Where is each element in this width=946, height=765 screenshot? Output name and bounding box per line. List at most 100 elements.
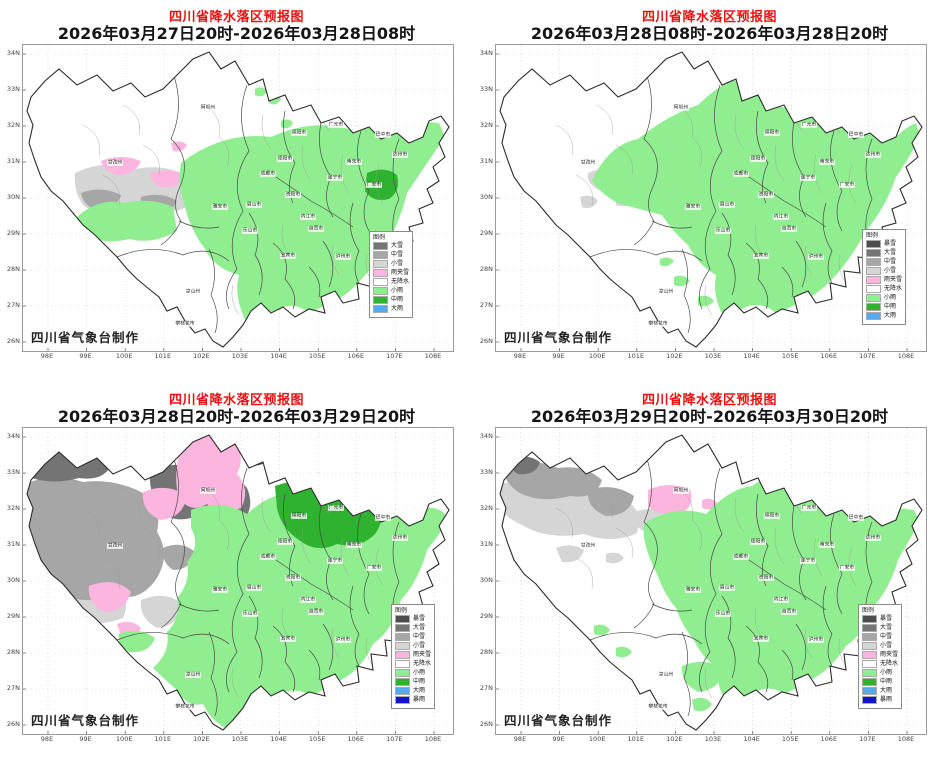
x-axis-label: 108E (424, 352, 442, 360)
city-label: 德阳市 (749, 538, 767, 545)
county-border (555, 507, 573, 539)
legend-swatch (862, 696, 877, 705)
legend-swatch (373, 242, 388, 251)
legend-label: 小雪 (884, 267, 897, 275)
legend-swatch (866, 294, 881, 303)
city-label: 成都市 (259, 170, 277, 177)
y-axis-label: 33N (479, 468, 493, 476)
prefecture-border (745, 242, 769, 310)
legend-label: 暴雨 (413, 696, 426, 704)
legend-label: 暴雨 (880, 696, 893, 704)
prefecture-border (651, 603, 693, 612)
county-border (704, 667, 713, 699)
prefecture-border (651, 220, 693, 229)
panel-title: 四川省降水落区预报图 (641, 10, 777, 25)
legend-item: 暴雨 (862, 696, 898, 705)
city-label: 遂宁市 (799, 174, 817, 181)
county-border (331, 244, 340, 276)
legend-item: 雨夹雪 (866, 276, 902, 285)
city-label: 南充市 (818, 541, 836, 548)
legend-swatch (395, 687, 410, 696)
county-border (122, 104, 140, 136)
legend-item: 雨夹雪 (395, 651, 431, 660)
precip-region-雨夹雪 (648, 485, 760, 576)
city-label: 广安市 (838, 564, 856, 571)
city-label: 甘孜州 (106, 542, 124, 549)
legend-label: 小雨 (884, 294, 897, 302)
city-label: 眉山市 (718, 584, 736, 591)
legend-item: 小雪 (862, 642, 898, 651)
prefecture-border (226, 467, 250, 693)
legend-item: 大雪 (395, 624, 431, 633)
county-border (102, 174, 120, 206)
prefecture-border (178, 220, 220, 229)
prefecture-border (160, 455, 185, 629)
prefecture-border (248, 595, 263, 679)
city-label: 南充市 (345, 541, 363, 548)
legend-label: 小雨 (391, 287, 404, 295)
y-axis-label: 34N (6, 432, 20, 440)
city-label: 乐山市 (714, 227, 732, 234)
legend-swatch (395, 669, 410, 678)
city-label: 泸州市 (807, 253, 825, 260)
city-label: 阿坝州 (672, 104, 690, 111)
legend-item: 大雨 (395, 687, 431, 696)
legend-swatch (862, 633, 877, 642)
city-label: 阿坝州 (199, 104, 217, 111)
legend-item: 大雪 (866, 249, 902, 258)
city-label: 甘孜州 (106, 159, 124, 166)
legend-item: 小雪 (866, 267, 902, 276)
x-axis-label: 105E (308, 352, 326, 360)
county-border (261, 114, 272, 150)
y-axis-label: 30N (479, 576, 493, 584)
legend-item: 小雨 (866, 294, 902, 303)
legend-item: 中雪 (373, 251, 409, 260)
prefecture-border (633, 455, 658, 629)
legend-item: 雨夹雪 (373, 269, 410, 278)
city-label: 达州市 (391, 151, 409, 158)
city-label: 乐山市 (714, 610, 732, 617)
y-axis-label: 33N (6, 468, 20, 476)
prefecture-border (589, 249, 703, 262)
county-border (774, 144, 785, 182)
x-axis-label: 104E (743, 352, 760, 360)
map-legend: 图例 暴雪 大雪 中雪 小雪 雨夹雪 无降水 小雨 中雨 大雨 暴雨 (391, 604, 436, 710)
prefecture-border (822, 585, 833, 667)
city-label: 阿坝州 (672, 487, 690, 494)
legend-label: 大雪 (413, 624, 426, 632)
prefecture-border (160, 72, 185, 246)
prefecture-border (739, 170, 827, 228)
prefecture-border (308, 649, 321, 681)
city-label: 广元市 (800, 504, 818, 511)
legend-swatch (862, 687, 877, 696)
y-axis-label: 34N (479, 432, 493, 440)
y-axis-label: 34N (479, 49, 493, 57)
city-label: 自贡市 (307, 608, 325, 615)
y-axis-label: 31N (6, 540, 20, 548)
legend-label: 中雪 (880, 633, 893, 641)
legend-swatch (862, 660, 877, 669)
legend-swatch (373, 296, 388, 305)
y-axis-label: 28N (6, 265, 20, 273)
legend-label: 雨夹雪 (391, 269, 410, 277)
city-label: 雅安市 (684, 203, 702, 210)
city-label: 内江市 (299, 213, 317, 220)
city-label: 德阳市 (749, 155, 767, 162)
county-border (804, 244, 813, 276)
legend-swatch (866, 240, 881, 249)
y-axis-label: 29N (6, 229, 20, 237)
legend-label: 雨夹雪 (880, 651, 899, 659)
prefecture-border (721, 212, 736, 296)
legend-swatch (373, 278, 388, 287)
legend-swatch (395, 642, 410, 651)
legend-label: 无降水 (391, 278, 410, 286)
city-label: 宜宾市 (279, 635, 297, 642)
prefecture-border (116, 632, 230, 645)
legend-swatch (395, 660, 410, 669)
sichuan-map (23, 428, 453, 734)
legend-swatch (866, 285, 881, 294)
county-border (575, 174, 593, 206)
county-border (82, 124, 100, 156)
city-label: 乐山市 (241, 610, 259, 617)
